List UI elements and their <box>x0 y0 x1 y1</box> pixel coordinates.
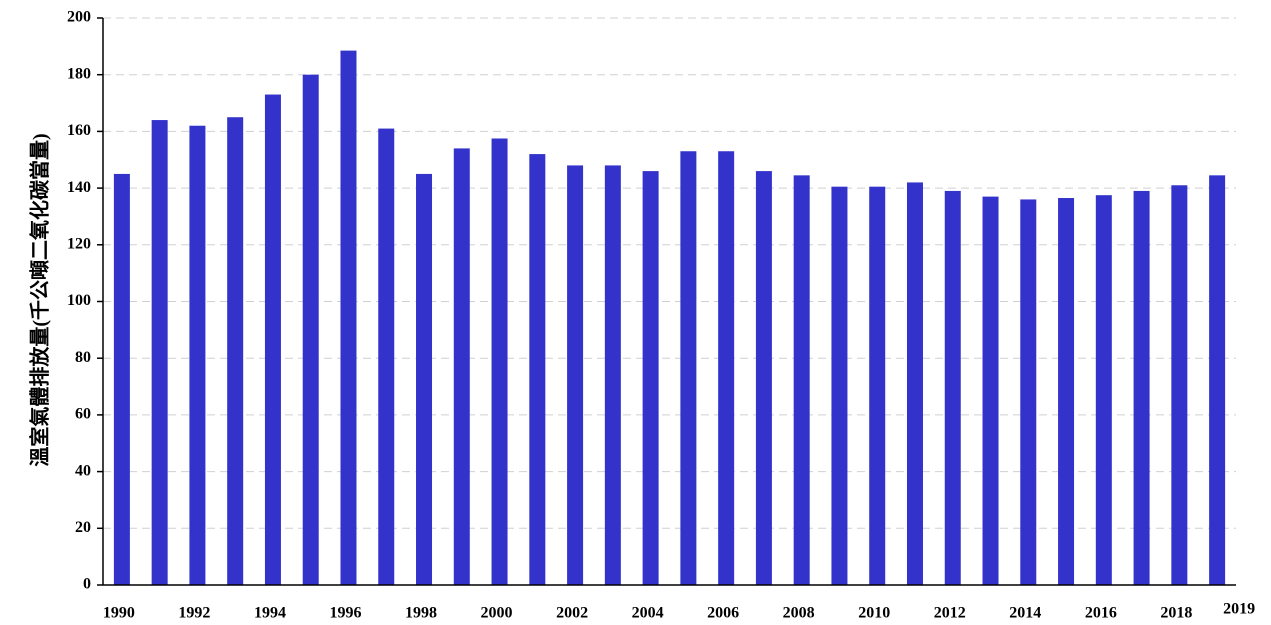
y-tick-label: 40 <box>75 462 91 479</box>
bar <box>604 165 621 586</box>
x-tick-label: 1990 <box>103 605 135 622</box>
bar <box>1058 198 1075 585</box>
x-tick-label: 1992 <box>178 605 210 622</box>
bar <box>1133 190 1150 585</box>
y-tick-label: 160 <box>67 122 91 139</box>
y-tick-label: 20 <box>75 519 91 536</box>
y-tick-label: 180 <box>67 65 91 82</box>
x-tick-label: 1998 <box>405 605 437 622</box>
x-tick-label: 2000 <box>481 605 513 622</box>
bar <box>1209 175 1226 585</box>
y-tick-label: 100 <box>67 292 91 309</box>
bar <box>340 50 357 586</box>
bar <box>869 186 886 585</box>
x-tick-label: 2012 <box>934 605 966 622</box>
bar <box>567 165 584 586</box>
bar <box>944 190 961 585</box>
bar <box>227 117 244 585</box>
y-tick-label: 120 <box>67 235 91 252</box>
y-tick-label: 140 <box>67 179 91 196</box>
bar <box>491 138 508 586</box>
x-tick-label: 1994 <box>254 605 286 622</box>
bar <box>529 154 546 585</box>
bar <box>1095 195 1112 585</box>
bar <box>1020 199 1037 585</box>
y-axis-title: 溫室氣體排放量(千公噸二氧化碳當量) <box>28 133 52 466</box>
bar <box>982 196 999 586</box>
bar <box>151 120 168 585</box>
bar <box>302 74 319 585</box>
x-tick-label: 2006 <box>707 605 739 622</box>
y-tick-label: 0 <box>83 576 91 593</box>
x-tick-label: 2014 <box>1009 605 1041 622</box>
x-tick-label: 2008 <box>783 605 815 622</box>
bar <box>793 175 810 585</box>
bar <box>718 151 735 585</box>
bar <box>453 148 470 585</box>
bar <box>831 186 848 585</box>
bar <box>642 171 659 585</box>
bar <box>906 182 923 585</box>
bar <box>680 151 697 585</box>
x-tick-label: 2004 <box>632 605 664 622</box>
y-tick-label: 80 <box>75 349 91 366</box>
bar <box>378 128 395 585</box>
x-tick-label: 2010 <box>858 605 890 622</box>
y-tick-label: 200 <box>67 9 91 26</box>
bar <box>755 171 772 585</box>
bar <box>264 94 281 586</box>
x-tick-label: 1996 <box>329 605 361 622</box>
x-tick-label: 2018 <box>1160 605 1192 622</box>
bar <box>113 173 130 586</box>
x-tick-label: 2002 <box>556 605 588 622</box>
bar <box>189 125 206 585</box>
x-tick-label: 2019 <box>1223 601 1255 618</box>
y-tick-label: 60 <box>75 406 91 423</box>
bar <box>1171 185 1188 585</box>
bar <box>416 173 433 586</box>
x-tick-label: 2016 <box>1085 605 1117 622</box>
